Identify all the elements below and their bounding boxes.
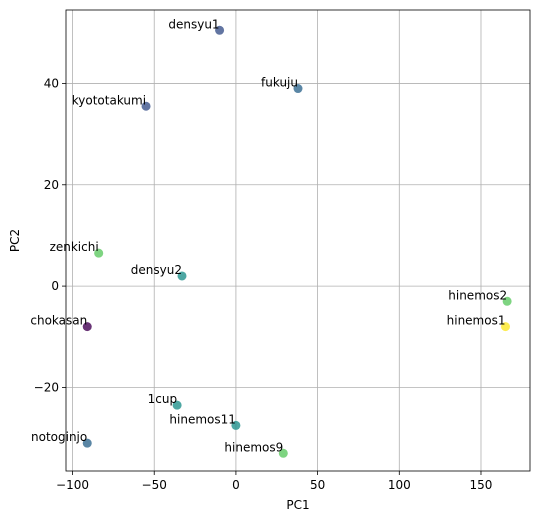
y-axis-label: PC2: [8, 229, 22, 252]
x-tick-label: 0: [232, 478, 240, 492]
data-point: [177, 271, 187, 281]
data-point: [231, 420, 241, 430]
y-tick-label: 0: [51, 279, 59, 293]
data-point: [172, 400, 182, 410]
y-tick-label: −20: [34, 380, 59, 394]
data-point-label: hinemos1: [447, 314, 506, 328]
x-axis: −100 −50 0 50 100 150: [56, 471, 492, 492]
x-axis-label: PC1: [286, 498, 309, 512]
data-point: [141, 101, 151, 111]
y-axis: −20 0 20 40: [34, 76, 66, 394]
plot-area: [66, 10, 530, 471]
data-point: [500, 322, 510, 332]
points: [82, 25, 512, 458]
data-point-label: hinemos11: [169, 412, 235, 426]
data-point-label: densyu1: [168, 17, 219, 31]
grid: [66, 10, 530, 471]
y-tick-label: 40: [44, 76, 59, 90]
data-point-label: fukuju: [261, 76, 298, 90]
data-point-label: notoginjo: [31, 430, 87, 444]
data-point-label: hinemos2: [448, 288, 507, 302]
data-point-label: chokasan: [30, 314, 87, 328]
data-point: [82, 322, 92, 332]
data-point-label: hinemos9: [224, 440, 283, 454]
x-tick-label: −100: [56, 478, 89, 492]
data-point-label: densyu2: [131, 263, 182, 277]
plot-frame: [65, 9, 531, 472]
data-point: [502, 296, 512, 306]
x-tick-label: 150: [470, 478, 493, 492]
x-tick-label: −50: [142, 478, 167, 492]
data-point: [215, 25, 225, 35]
x-tick-label: 100: [388, 478, 411, 492]
data-point-label: kyototakumi: [72, 93, 146, 107]
data-point-label: zenkichi: [50, 240, 99, 254]
data-point: [94, 248, 104, 258]
data-point: [82, 438, 92, 448]
x-tick-label: 50: [310, 478, 325, 492]
data-point: [293, 84, 303, 94]
point-labels: densyu1 fukuju kyototakumi zenkichi densyu2 h…: [30, 17, 507, 454]
y-tick-label: 20: [44, 178, 59, 192]
data-point: [278, 448, 288, 458]
data-point-label: 1cup: [148, 392, 177, 406]
